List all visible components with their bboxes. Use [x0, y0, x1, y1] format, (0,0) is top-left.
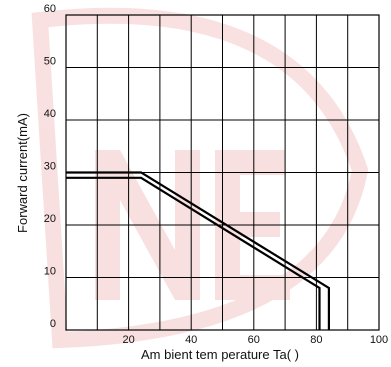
x-tick-label: 100	[370, 334, 388, 346]
series-line	[66, 171, 330, 330]
x-axis-label: Am bient tem perature Ta( )	[141, 347, 299, 362]
y-tick-label: 40	[44, 108, 56, 120]
tick-labels: 0 10 20 30 40 50 60 20 40 60 80 100	[44, 3, 388, 346]
y-tick-label: 60	[44, 3, 56, 15]
y-tick-label: 30	[44, 161, 56, 173]
y-axis-label: Forward current(mA)	[15, 113, 30, 233]
series-lines	[66, 171, 330, 330]
x-tick-label: 80	[310, 334, 322, 346]
x-tick-label: 40	[185, 334, 197, 346]
y-tick-label: 50	[44, 56, 56, 68]
y-tick-label: 0	[50, 318, 56, 330]
series-line	[66, 176, 321, 330]
y-tick-label: 20	[44, 213, 56, 225]
y-tick-label: 10	[44, 266, 56, 278]
x-tick-label: 20	[122, 334, 134, 346]
x-tick-label: 60	[248, 334, 260, 346]
